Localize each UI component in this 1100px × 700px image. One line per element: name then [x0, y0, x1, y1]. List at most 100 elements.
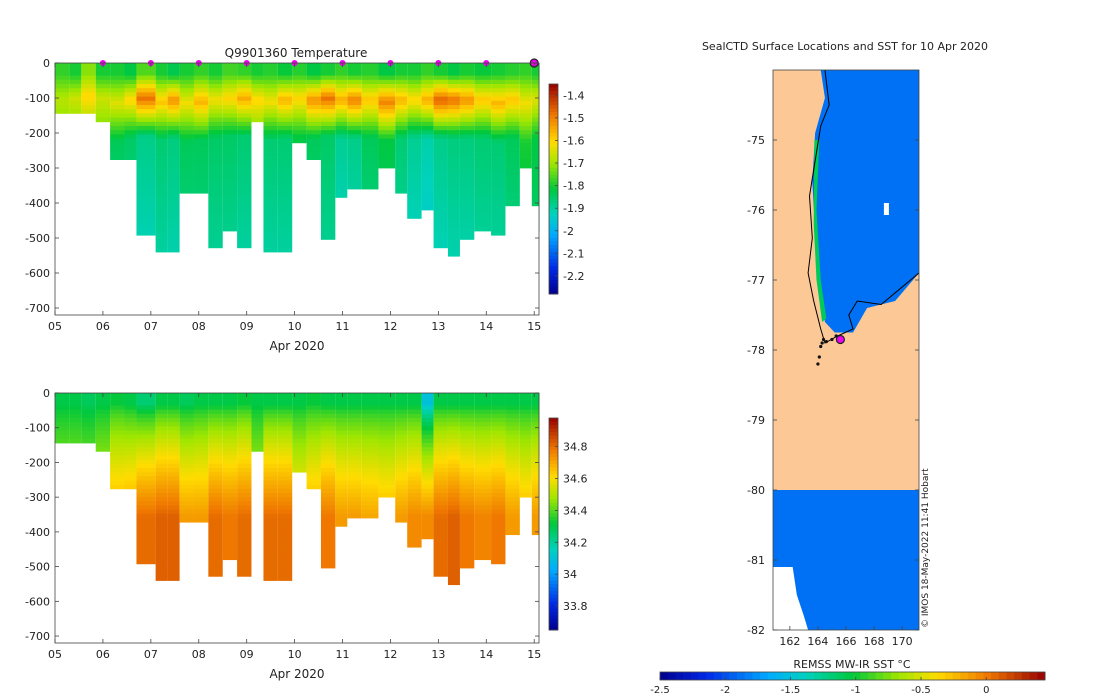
profile-cell [335, 126, 348, 131]
profile-cell [395, 163, 408, 169]
profile-cell [421, 71, 434, 76]
profile-cell [505, 447, 520, 452]
profile-cell [208, 543, 223, 548]
profile-cell [193, 180, 209, 186]
profile-cell [193, 176, 209, 181]
profile-cell [292, 434, 307, 440]
profile-cell [222, 488, 238, 494]
profile-cell [292, 109, 307, 114]
profile-cell [433, 447, 448, 452]
profile-cell [136, 105, 156, 110]
x-tick-label: 06 [96, 320, 110, 333]
profile-cell [433, 197, 448, 202]
profile-cell [320, 163, 336, 169]
profile-cell [459, 468, 475, 473]
profile-cell [136, 513, 156, 519]
profile-cell [69, 393, 82, 398]
profile-cell [395, 518, 408, 523]
profile-cell [531, 163, 539, 169]
profile-cell [292, 447, 307, 452]
y-tick-label: 0 [43, 57, 50, 70]
profile-cell [347, 413, 362, 419]
profile-cell [208, 493, 223, 498]
colorbar-segment [549, 273, 558, 277]
current-location-marker [835, 334, 845, 345]
profile-cell [361, 438, 379, 444]
profile-cell [237, 468, 252, 473]
y-tick-label: -100 [25, 422, 50, 435]
profile-cell [491, 480, 506, 486]
profile-cell [335, 447, 348, 452]
profile-cell [474, 472, 492, 477]
profile-cell [222, 172, 238, 177]
profile-cell [208, 422, 223, 427]
temperature-title: Q9901360 Temperature [225, 46, 368, 60]
profile-cell [474, 555, 492, 561]
profile-cell [167, 113, 180, 118]
colorbar-segment [549, 615, 558, 620]
sst-colorbar-segment [806, 672, 815, 680]
profile-cell [136, 121, 156, 127]
profile-cell [407, 447, 422, 452]
profile-cell [347, 96, 362, 102]
colorbar-segment [549, 255, 558, 260]
profile-cell [491, 88, 506, 93]
profile-cell [491, 96, 506, 102]
profile-cell [459, 522, 475, 527]
profile-cell [124, 409, 137, 415]
colorbar-segment [549, 577, 558, 582]
profile-cell [335, 109, 348, 114]
profile-cell [491, 100, 506, 106]
profile-cell [306, 126, 321, 131]
profile-cell [222, 534, 238, 540]
profile-cell [421, 142, 434, 148]
profile-cell [519, 443, 532, 448]
profile-cell [395, 126, 408, 131]
colorbar-segment [549, 227, 558, 232]
profile-cell [505, 172, 520, 177]
profile-cell [55, 434, 70, 440]
profile-cell [136, 434, 156, 440]
profile-cell [320, 547, 336, 552]
profile-cell [519, 413, 532, 419]
profile-cell [395, 180, 408, 186]
profile-cell [491, 543, 506, 548]
profile-cell [491, 67, 506, 72]
profile-cell [433, 568, 448, 573]
profile-cell [136, 543, 156, 548]
profile-cell [155, 189, 168, 194]
profile-cell [361, 513, 379, 519]
profile-cell [407, 109, 422, 114]
profile-cell [167, 447, 180, 452]
colorbar-segment [549, 287, 558, 291]
profile-cell [179, 476, 194, 481]
profile-cell [519, 397, 532, 402]
profile-cell [155, 75, 168, 81]
profile-cell [110, 71, 125, 76]
profile-cell [320, 235, 336, 240]
profile-cell [193, 463, 209, 469]
profile-cell [447, 222, 460, 228]
profile-cell [421, 155, 434, 160]
profile-cell [447, 397, 460, 402]
sst-colorbar-segment [752, 672, 761, 680]
profile-cell [474, 75, 492, 81]
profile-cell [263, 126, 278, 131]
profile-cell [347, 484, 362, 490]
profile-cell [179, 397, 194, 402]
profile-cell [335, 480, 348, 486]
profile-cell [519, 426, 532, 431]
profile-cell [306, 480, 321, 486]
profile-cell [421, 488, 434, 494]
profile-cell [378, 463, 396, 469]
profile-cell [459, 434, 475, 440]
profile-cell [251, 409, 264, 415]
profile-cell [208, 434, 223, 440]
profile-cell [208, 63, 223, 68]
profile-cell [136, 222, 156, 228]
profile-cell [519, 71, 532, 76]
profile-cell [407, 163, 422, 169]
profile-cell [378, 79, 396, 85]
profile-cell [167, 84, 180, 89]
colorbar-segment [549, 552, 558, 557]
